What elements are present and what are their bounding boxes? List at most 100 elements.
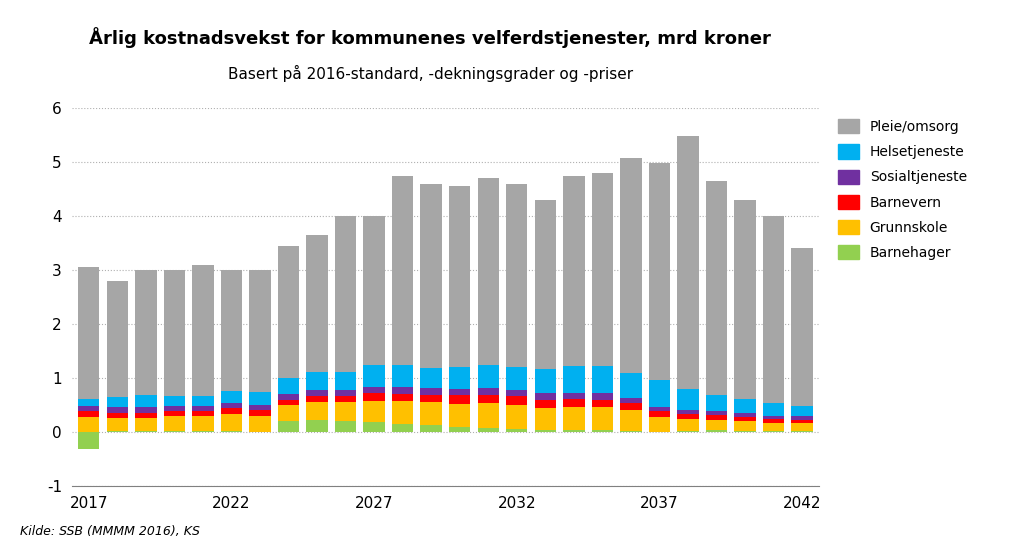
Bar [392, 401, 414, 424]
Bar [506, 390, 527, 396]
Bar [506, 396, 527, 405]
Bar [649, 417, 670, 432]
Bar [792, 416, 813, 420]
Bar [164, 270, 185, 396]
Bar [677, 389, 698, 410]
Bar [792, 431, 813, 432]
Bar [135, 270, 157, 395]
Text: Årlig kostnadsvekst for kommunenes velferdstjenester, mrd kroner: Årlig kostnadsvekst for kommunenes velfe… [89, 27, 771, 48]
Bar [734, 413, 756, 417]
Bar [135, 407, 157, 413]
Bar [506, 184, 527, 367]
Bar [306, 402, 328, 420]
Bar [563, 366, 585, 393]
Bar [649, 411, 670, 417]
Bar [78, 267, 99, 399]
Bar [706, 411, 727, 415]
Bar [563, 399, 585, 407]
Bar [734, 417, 756, 421]
Bar [364, 365, 385, 387]
Bar [477, 388, 499, 395]
Bar [792, 420, 813, 423]
Bar [306, 372, 328, 390]
Bar [621, 410, 642, 431]
Bar [621, 431, 642, 432]
Bar [449, 404, 470, 427]
Bar [449, 367, 470, 389]
Bar [506, 429, 527, 432]
Bar [249, 392, 270, 405]
Bar [677, 410, 698, 414]
Bar [763, 419, 784, 423]
Bar [193, 396, 214, 406]
Bar [421, 388, 442, 395]
Text: Kilde: SSB (MMMM 2016), KS: Kilde: SSB (MMMM 2016), KS [20, 524, 201, 538]
Bar [164, 406, 185, 411]
Bar [449, 389, 470, 395]
Bar [164, 411, 185, 416]
Bar [706, 420, 727, 430]
Bar [734, 431, 756, 432]
Bar [477, 428, 499, 432]
Bar [621, 398, 642, 403]
Bar [621, 158, 642, 373]
Bar [535, 408, 556, 430]
Bar [592, 173, 613, 366]
Bar [449, 186, 470, 367]
Bar [106, 431, 128, 432]
Bar [164, 431, 185, 432]
Bar [364, 422, 385, 432]
Bar [78, 432, 99, 449]
Bar [449, 395, 470, 404]
Bar [335, 396, 356, 402]
Bar [106, 413, 128, 418]
Bar [563, 430, 585, 432]
Bar [221, 270, 242, 391]
Bar [78, 399, 99, 406]
Bar [335, 216, 356, 372]
Text: Basert på 2016-standard, -dekningsgrader og -priser: Basert på 2016-standard, -dekningsgrader… [227, 65, 633, 82]
Bar [364, 387, 385, 393]
Bar [734, 421, 756, 431]
Bar [477, 365, 499, 388]
Bar [535, 400, 556, 408]
Bar [763, 416, 784, 419]
Bar [592, 407, 613, 430]
Bar [106, 397, 128, 407]
Bar [392, 176, 414, 364]
Bar [392, 424, 414, 432]
Bar [621, 403, 642, 410]
Bar [677, 418, 698, 431]
Bar [221, 408, 242, 414]
Bar [792, 248, 813, 406]
Bar [677, 414, 698, 418]
Bar [335, 421, 356, 432]
Bar [135, 413, 157, 418]
Bar [792, 406, 813, 416]
Bar [763, 216, 784, 403]
Bar [706, 415, 727, 420]
Bar [221, 403, 242, 408]
Bar [706, 395, 727, 411]
Bar [164, 416, 185, 431]
Bar [278, 246, 299, 378]
Bar [477, 395, 499, 403]
Bar [278, 421, 299, 432]
Bar [649, 407, 670, 411]
Bar [477, 178, 499, 365]
Bar [734, 200, 756, 399]
Bar [278, 378, 299, 394]
Bar [221, 431, 242, 432]
Bar [649, 163, 670, 380]
Bar [621, 373, 642, 398]
Bar [249, 270, 270, 392]
Bar [592, 400, 613, 407]
Bar [78, 411, 99, 417]
Bar [563, 393, 585, 399]
Bar [763, 431, 784, 432]
Bar [364, 216, 385, 365]
Bar [677, 431, 698, 432]
Bar [306, 390, 328, 396]
Bar [306, 420, 328, 432]
Bar [164, 396, 185, 406]
